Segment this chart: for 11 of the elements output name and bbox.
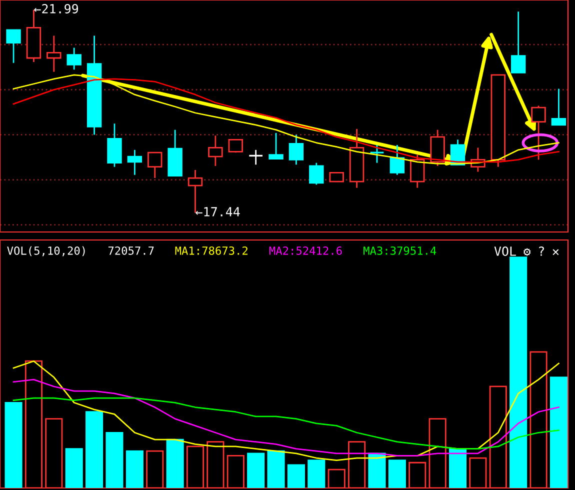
chart-title: VOL(5,10,20) <box>7 246 85 256</box>
annotation: ←21.99 <box>34 4 78 14</box>
text: ⚙ <box>524 248 531 256</box>
text: 72057.7 <box>108 246 154 255</box>
text: ✕ <box>552 249 559 256</box>
text: MA1:78673.2 <box>175 246 248 255</box>
text: ? <box>539 246 544 256</box>
text: MA2:52412.6 <box>269 246 342 255</box>
text: MA3:37951.4 <box>364 246 436 255</box>
text: VOL <box>494 246 516 256</box>
annotation: ←17.44 <box>196 207 240 216</box>
